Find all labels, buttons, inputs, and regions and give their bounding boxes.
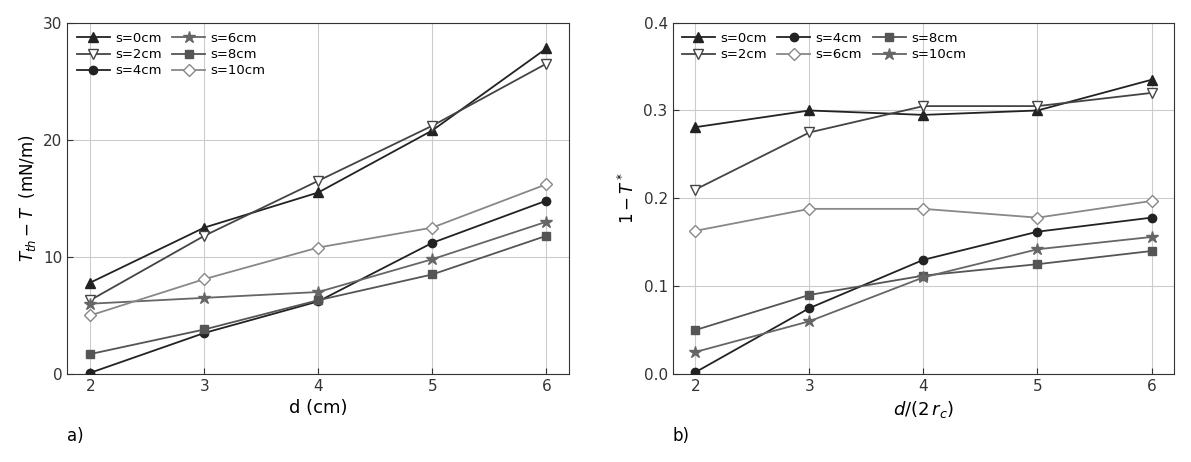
s=8cm: [425, 272, 439, 277]
Line: s=2cm: s=2cm: [691, 88, 1156, 195]
s=10cm: [425, 225, 439, 231]
Line: s=8cm: s=8cm: [691, 247, 1155, 334]
s=4cm: [688, 370, 703, 375]
s=2cm: [311, 178, 325, 183]
Line: s=10cm: s=10cm: [86, 180, 550, 320]
s=6cm: [311, 289, 325, 295]
Line: s=10cm: s=10cm: [690, 231, 1158, 358]
s=2cm: [916, 103, 930, 109]
s=4cm: [198, 330, 212, 336]
s=6cm: [1030, 215, 1045, 220]
Line: s=4cm: s=4cm: [86, 196, 550, 377]
s=4cm: [1030, 229, 1045, 235]
Line: s=4cm: s=4cm: [691, 213, 1155, 377]
Line: s=6cm: s=6cm: [85, 215, 553, 310]
s=10cm: [688, 349, 703, 355]
s=10cm: [1145, 234, 1159, 240]
Y-axis label: $1 - T^*$: $1 - T^*$: [618, 172, 638, 225]
Line: s=8cm: s=8cm: [86, 231, 550, 358]
s=8cm: [540, 233, 554, 238]
s=0cm: [83, 280, 98, 286]
s=6cm: [83, 301, 98, 306]
s=6cm: [1145, 198, 1159, 204]
s=8cm: [916, 273, 930, 279]
Legend: s=0cm, s=2cm, s=4cm, s=6cm, s=8cm, s=10cm: s=0cm, s=2cm, s=4cm, s=6cm, s=8cm, s=10c…: [676, 27, 971, 67]
s=8cm: [311, 298, 325, 303]
Y-axis label: $T_{th} - T$  (mN/m): $T_{th} - T$ (mN/m): [17, 134, 38, 262]
Text: a): a): [68, 427, 85, 444]
Line: s=2cm: s=2cm: [86, 59, 551, 305]
s=6cm: [803, 206, 817, 212]
X-axis label: $d/(2\,r_c)$: $d/(2\,r_c)$: [893, 399, 954, 420]
Legend: s=0cm, s=2cm, s=4cm, s=6cm, s=8cm, s=10cm: s=0cm, s=2cm, s=4cm, s=6cm, s=8cm, s=10c…: [71, 27, 270, 83]
s=4cm: [916, 257, 930, 262]
s=2cm: [83, 298, 98, 303]
s=0cm: [540, 46, 554, 51]
s=10cm: [916, 274, 930, 280]
s=8cm: [1145, 248, 1159, 254]
s=0cm: [311, 190, 325, 195]
s=8cm: [1030, 261, 1045, 267]
s=4cm: [425, 240, 439, 246]
s=4cm: [803, 305, 817, 311]
s=2cm: [540, 61, 554, 67]
Line: s=0cm: s=0cm: [86, 43, 551, 287]
s=6cm: [540, 219, 554, 225]
s=0cm: [1145, 77, 1159, 83]
s=4cm: [83, 370, 98, 376]
X-axis label: d (cm): d (cm): [289, 399, 348, 417]
s=10cm: [311, 245, 325, 250]
s=8cm: [803, 292, 817, 298]
s=6cm: [198, 295, 212, 301]
s=0cm: [1030, 108, 1045, 113]
s=0cm: [425, 128, 439, 133]
s=0cm: [916, 112, 930, 118]
s=10cm: [540, 182, 554, 187]
s=2cm: [198, 233, 212, 238]
s=10cm: [198, 276, 212, 282]
s=4cm: [540, 198, 554, 203]
s=2cm: [425, 123, 439, 128]
s=2cm: [803, 130, 817, 135]
s=8cm: [198, 327, 212, 332]
s=0cm: [688, 124, 703, 130]
s=6cm: [688, 228, 703, 234]
s=6cm: [916, 206, 930, 212]
s=10cm: [803, 318, 817, 324]
Line: s=6cm: s=6cm: [691, 197, 1155, 235]
s=8cm: [688, 327, 703, 333]
s=8cm: [83, 351, 98, 357]
Line: s=0cm: s=0cm: [691, 75, 1156, 132]
s=6cm: [425, 256, 439, 262]
s=10cm: [83, 313, 98, 318]
Text: b): b): [673, 427, 690, 444]
s=10cm: [1030, 247, 1045, 252]
s=4cm: [1145, 215, 1159, 220]
s=0cm: [198, 225, 212, 231]
s=2cm: [688, 187, 703, 192]
s=4cm: [311, 298, 325, 304]
s=2cm: [1145, 90, 1159, 96]
s=2cm: [1030, 103, 1045, 109]
s=0cm: [803, 108, 817, 113]
